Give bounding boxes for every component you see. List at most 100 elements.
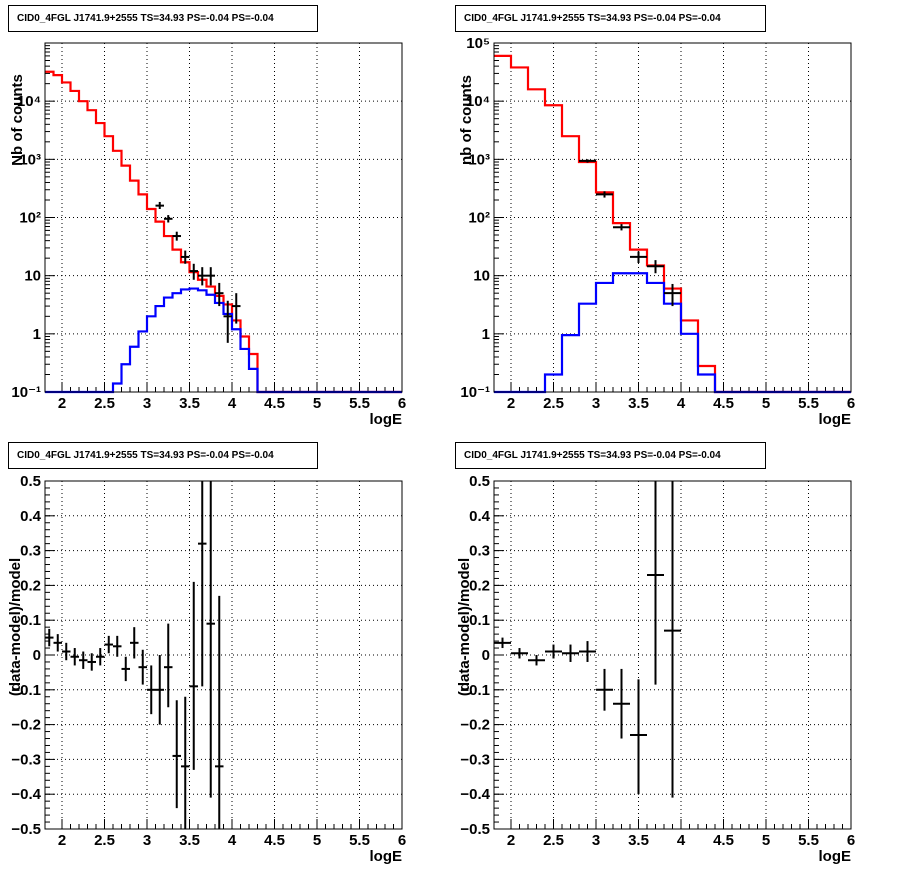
y-tick-label: −0.5 bbox=[460, 821, 490, 838]
data-point bbox=[172, 231, 181, 241]
plot-frame bbox=[44, 480, 403, 830]
data-point bbox=[113, 635, 122, 657]
plot-frame bbox=[44, 42, 403, 393]
source-model-step-line bbox=[45, 287, 402, 394]
y-tick-label: −0.3 bbox=[11, 751, 41, 768]
x-tick-label: 3.5 bbox=[179, 395, 200, 412]
data-point bbox=[130, 627, 139, 659]
data-point bbox=[62, 642, 71, 661]
data-point bbox=[664, 481, 681, 798]
data-point bbox=[562, 644, 579, 662]
y-tick-label: −0.1 bbox=[460, 682, 490, 699]
x-tick-label: 4 bbox=[228, 395, 237, 412]
y-tick-label: 1 bbox=[482, 326, 490, 343]
model-total-step-line bbox=[494, 54, 851, 394]
x-tick-label: 3.5 bbox=[628, 395, 649, 412]
x-tick-label: 3 bbox=[143, 832, 151, 849]
y-tick-label: 0.2 bbox=[20, 577, 41, 594]
data-point bbox=[647, 260, 664, 274]
y-tick-label: 10³ bbox=[468, 151, 490, 168]
plot-frame bbox=[493, 42, 852, 393]
model-total-step-line bbox=[45, 70, 402, 394]
x-tick-label: 3 bbox=[143, 395, 151, 412]
data-point bbox=[138, 649, 147, 685]
data-point bbox=[206, 481, 215, 798]
y-tick-label: 0.1 bbox=[469, 612, 490, 629]
y-tick-label: 0.5 bbox=[20, 473, 41, 490]
data-point bbox=[511, 648, 528, 659]
x-tick-label: 4 bbox=[677, 832, 686, 849]
data-point bbox=[181, 250, 190, 264]
x-tick-label: 2.5 bbox=[94, 395, 115, 412]
data-point bbox=[172, 700, 181, 809]
data-point bbox=[45, 628, 54, 647]
data-point bbox=[232, 293, 241, 324]
chart-svg: 2 2.5 3 3.5 4 4.5 5 5.5 6 10⁻¹ 1 10 10² 10³ 10⁴ logE Nb … bbox=[9, 42, 406, 428]
x-axis-title: logE bbox=[370, 848, 403, 865]
data-point bbox=[630, 251, 647, 264]
y-tick-label: −0.2 bbox=[460, 717, 490, 734]
axis-ticks bbox=[494, 480, 852, 830]
chart-title: CID0_4FGL J1741.9+2555 TS=34.93 PS=-0.04… bbox=[8, 5, 318, 32]
y-tick-label: −0.4 bbox=[11, 786, 41, 803]
data-point bbox=[223, 300, 232, 343]
axis-ticks bbox=[45, 480, 403, 830]
chart-title: CID0_4FGL J1741.9+2555 TS=34.93 PS=-0.04… bbox=[455, 5, 766, 32]
x-tick-label: 5 bbox=[313, 395, 321, 412]
y-tick-label: −0.4 bbox=[460, 786, 490, 803]
data-point bbox=[579, 159, 596, 163]
x-tick-label: 6 bbox=[847, 832, 855, 849]
x-tick-label: 6 bbox=[398, 832, 406, 849]
x-axis-title: logE bbox=[370, 411, 403, 428]
y-tick-label: −0.3 bbox=[460, 751, 490, 768]
y-tick-label: −0.5 bbox=[11, 821, 41, 838]
chart-svg: 2 2.5 3 3.5 4 4.5 5 5.5 6 −0.5 −0.4 −0.3 −0.2 −0.1 0 0.… bbox=[456, 473, 855, 865]
y-tick-label: 10 bbox=[24, 268, 41, 285]
y-tick-label: 1 bbox=[33, 326, 41, 343]
data-point bbox=[164, 215, 173, 223]
x-tick-label: 4.5 bbox=[264, 832, 285, 849]
x-tick-label: 3 bbox=[592, 832, 600, 849]
x-tick-label: 4.5 bbox=[713, 395, 734, 412]
x-tick-label: 2 bbox=[507, 395, 515, 412]
data-point bbox=[96, 648, 105, 666]
data-point bbox=[630, 679, 647, 795]
x-tick-label: 5.5 bbox=[349, 832, 370, 849]
axis-ticks bbox=[45, 45, 403, 393]
x-tick-label: 5.5 bbox=[798, 395, 819, 412]
data-point bbox=[121, 656, 130, 682]
y-tick-label: 10² bbox=[468, 210, 490, 227]
x-tick-label: 3.5 bbox=[628, 832, 649, 849]
data-point bbox=[155, 201, 164, 210]
y-tick-label: 10⁻¹ bbox=[460, 384, 490, 401]
y-tick-label: 0.2 bbox=[469, 577, 490, 594]
x-tick-label: 4.5 bbox=[713, 832, 734, 849]
y-tick-label: 10⁴ bbox=[17, 93, 41, 110]
chart-panel-bottom-right: CID0_4FGL J1741.9+2555 TS=34.93 PS=-0.04… bbox=[449, 437, 898, 875]
y-tick-label: −0.2 bbox=[11, 717, 41, 734]
x-tick-label: 2 bbox=[58, 832, 66, 849]
axis-ticks bbox=[494, 42, 852, 393]
chart-title: CID0_4FGL J1741.9+2555 TS=34.93 PS=-0.04… bbox=[455, 442, 766, 469]
y-tick-label: 10⁴ bbox=[466, 93, 490, 110]
x-tick-label: 2.5 bbox=[94, 832, 115, 849]
x-tick-label: 6 bbox=[847, 395, 855, 412]
chart-title: CID0_4FGL J1741.9+2555 TS=34.93 PS=-0.04… bbox=[8, 442, 318, 469]
data-point bbox=[206, 267, 215, 286]
data-point bbox=[528, 655, 545, 666]
data-point bbox=[647, 481, 664, 685]
y-tick-label: 10² bbox=[19, 210, 41, 227]
chart-panel-bottom-left: CID0_4FGL J1741.9+2555 TS=34.93 PS=-0.04… bbox=[0, 437, 449, 875]
plot-frame bbox=[493, 480, 852, 830]
x-tick-label: 2.5 bbox=[543, 832, 564, 849]
x-tick-label: 3 bbox=[592, 395, 600, 412]
y-axis-title: nb of counts bbox=[458, 75, 475, 165]
x-tick-label: 5 bbox=[313, 832, 321, 849]
y-tick-label: 0 bbox=[482, 647, 490, 664]
x-tick-label: 6 bbox=[398, 395, 406, 412]
y-tick-label: 10⁻¹ bbox=[11, 384, 41, 401]
y-axis-title: (data-model)/model bbox=[7, 558, 24, 696]
y-tick-label: 0.3 bbox=[469, 543, 490, 560]
x-axis-title: logE bbox=[819, 411, 852, 428]
data-point bbox=[664, 283, 681, 307]
